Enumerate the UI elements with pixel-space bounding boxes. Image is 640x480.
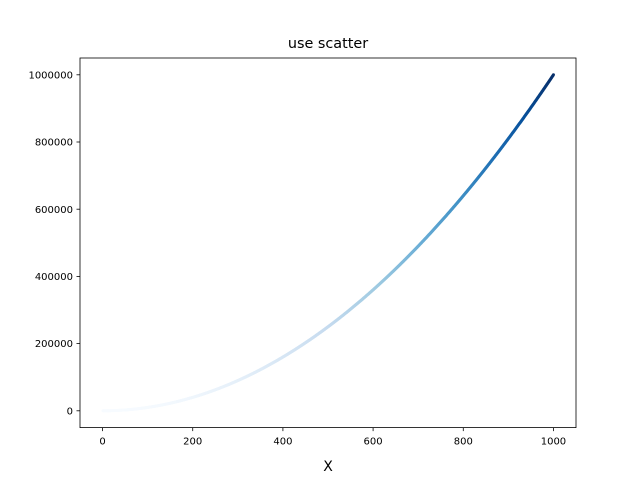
x-tick-label: 200 xyxy=(183,437,202,448)
x-axis: 0 200 400 600 800 1000 xyxy=(99,427,566,448)
y-tick-label: 600000 xyxy=(35,205,73,216)
data-points xyxy=(101,73,555,413)
y-tick-label: 800000 xyxy=(35,138,73,149)
y-tick-label: 1000000 xyxy=(28,70,73,81)
x-axis-label: X xyxy=(323,459,333,475)
y-tick-label: 200000 xyxy=(35,339,73,350)
chart-title: use scatter xyxy=(288,36,368,52)
x-tick-label: 0 xyxy=(99,437,105,448)
y-tick-label: 0 xyxy=(67,406,73,417)
y-tick-label: 400000 xyxy=(35,272,73,283)
plot-area-frame xyxy=(79,57,577,429)
x-tick-label: 600 xyxy=(364,437,383,448)
x-tick-label: 1000 xyxy=(541,437,566,448)
y-axis: 0 200000 400000 600000 800000 1000000 xyxy=(28,70,80,417)
scatter-point xyxy=(551,73,555,77)
x-tick-label: 800 xyxy=(454,437,473,448)
x-tick-label: 400 xyxy=(273,437,292,448)
